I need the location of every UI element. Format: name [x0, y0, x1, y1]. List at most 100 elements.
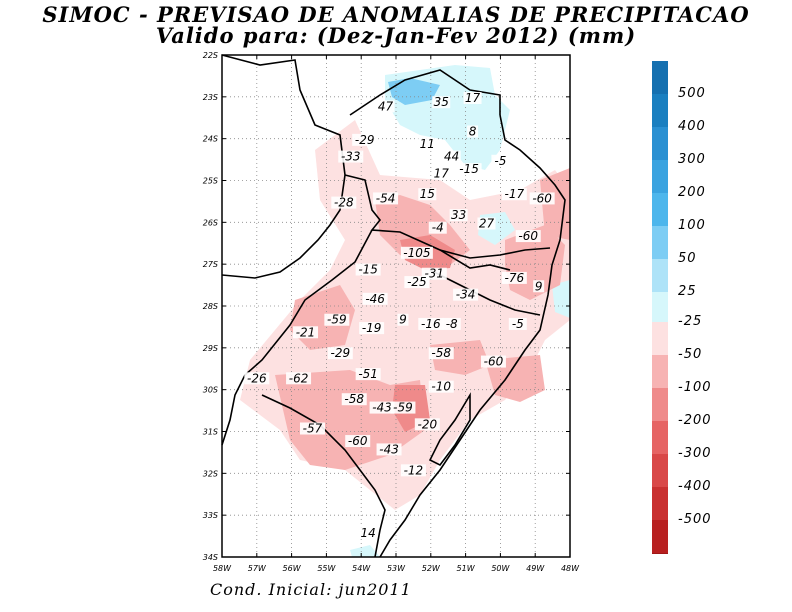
- anomaly-value-label: -33: [341, 150, 361, 164]
- anomaly-value-label: -10: [431, 380, 451, 394]
- legend-swatch-positive: [652, 259, 668, 292]
- anomaly-value-label: -19: [362, 321, 382, 335]
- lat-tick-label: 23S: [203, 93, 218, 102]
- legend-label-positive: 500: [678, 86, 706, 101]
- value-label-bg: [467, 125, 479, 138]
- lon-tick-label: 57W: [248, 564, 267, 573]
- value-label-bg: [338, 150, 364, 163]
- anomaly-value-label: -8: [446, 317, 458, 331]
- legend-swatch-bottom: [652, 553, 668, 554]
- value-label-bg: [341, 393, 367, 406]
- legend-swatch-top: [652, 61, 668, 94]
- anomaly-value-label: 35: [434, 95, 449, 109]
- state-border-sc-rs: [429, 269, 541, 316]
- anomaly-value-label: 17: [465, 91, 481, 105]
- anomaly-value-label: 44: [444, 150, 459, 164]
- value-label-bg: [463, 92, 482, 105]
- anomaly-value-label: -34: [456, 288, 476, 302]
- legend-label-negative: -100: [678, 380, 712, 395]
- value-label-bg: [515, 230, 541, 243]
- anomaly-value-label: 11: [420, 137, 435, 151]
- value-label-bg: [369, 401, 395, 414]
- legend-label-positive: 100: [678, 218, 706, 233]
- lon-tick-label: 56W: [283, 564, 302, 573]
- lat-tick-label: 31S: [203, 428, 218, 437]
- value-label-bg: [501, 188, 527, 201]
- anomaly-value-label: 9: [399, 313, 407, 327]
- anomaly-value-label: -25: [407, 275, 427, 289]
- lon-tick-label: 52W: [422, 564, 441, 573]
- lon-tick-label: 49W: [526, 564, 545, 573]
- value-label-bg: [404, 276, 430, 289]
- value-label-bg: [390, 401, 416, 414]
- value-label-bg: [432, 96, 451, 109]
- value-label-bg: [442, 150, 461, 163]
- anomaly-value-label: -60: [518, 229, 538, 243]
- value-label-bg: [362, 292, 388, 305]
- legend-swatch-negative: [652, 520, 668, 553]
- political-borders: [221, 54, 566, 558]
- value-label-bg: [501, 271, 527, 284]
- value-label-bg: [428, 347, 454, 360]
- lat-tick-label: 28S: [203, 302, 218, 311]
- value-label-bg: [456, 163, 482, 176]
- value-label-bg: [286, 372, 312, 385]
- anomaly-value-label: -26: [247, 371, 267, 385]
- value-label-bg: [480, 355, 506, 368]
- value-label-bg: [414, 418, 440, 431]
- region-positive-light: [552, 280, 570, 318]
- atlantic-coastline: [379, 114, 566, 558]
- legend-label-negative: -50: [678, 347, 703, 362]
- value-label-bg: [355, 368, 381, 381]
- lon-tick-label: 50W: [491, 564, 510, 573]
- anomaly-value-labels: 47 35 17 8 -29 11 -33 44 -5 -15 17 15 -54 -17 -60 -28 33…: [244, 91, 555, 540]
- value-label-bg: [327, 347, 353, 360]
- value-label-bg: [376, 100, 395, 113]
- legend-label-positive: 25: [678, 284, 697, 299]
- value-label-bg: [244, 372, 270, 385]
- anomaly-value-label: -105: [403, 246, 430, 260]
- lon-tick-label: 58W: [213, 564, 232, 573]
- legend-swatch-negative: [652, 421, 668, 454]
- legend-swatch-positive: [652, 94, 668, 127]
- anomaly-value-label: -15: [459, 162, 479, 176]
- value-label-bg: [491, 154, 510, 167]
- anomaly-value-label: 9: [535, 279, 543, 293]
- value-label-bg: [442, 317, 461, 330]
- lagoa-dos-patos: [428, 392, 471, 467]
- anomaly-value-label: -59: [327, 313, 347, 327]
- anomaly-value-label: -62: [289, 371, 309, 385]
- value-label-bg: [418, 138, 437, 151]
- lon-tick-label: 48W: [561, 564, 580, 573]
- anomaly-value-label: -4: [432, 221, 444, 235]
- color-legend: [652, 61, 668, 554]
- value-label-bg: [508, 317, 527, 330]
- value-label-bg: [453, 288, 479, 301]
- region-positive-medium: [388, 78, 440, 105]
- value-label-bg: [400, 464, 426, 477]
- map-subtitle: Valido para: (Dez-Jan-Fev 2012) (mm): [155, 23, 637, 48]
- legend-label-negative: -200: [678, 413, 712, 428]
- legend-swatch-negative: [652, 454, 668, 487]
- anomaly-value-label: 33: [451, 208, 466, 222]
- anomaly-value-label: -21: [296, 325, 316, 339]
- value-label-bg: [477, 217, 496, 230]
- lon-tick-label: 55W: [317, 564, 336, 573]
- value-label-bg: [359, 527, 378, 540]
- state-border-pr-sc: [439, 247, 551, 259]
- anomaly-value-label: -58: [431, 346, 451, 360]
- anomaly-value-label: -51: [358, 367, 378, 381]
- lon-tick-label: 53W: [387, 564, 406, 573]
- anomaly-value-label: 14: [361, 526, 376, 540]
- legend-label-negative: -500: [678, 512, 712, 527]
- legend-label-negative: -400: [678, 479, 712, 494]
- anomaly-value-label: -60: [484, 355, 504, 369]
- value-label-bg: [355, 263, 381, 276]
- lat-tick-label: 32S: [203, 469, 218, 478]
- anomaly-value-label: -12: [404, 463, 424, 477]
- value-label-bg: [299, 422, 325, 435]
- anomaly-value-label: -17: [505, 187, 525, 201]
- anomaly-value-label: 15: [420, 187, 435, 201]
- anomaly-value-label: -15: [358, 263, 378, 277]
- brazil-inland-boundary: [344, 174, 511, 271]
